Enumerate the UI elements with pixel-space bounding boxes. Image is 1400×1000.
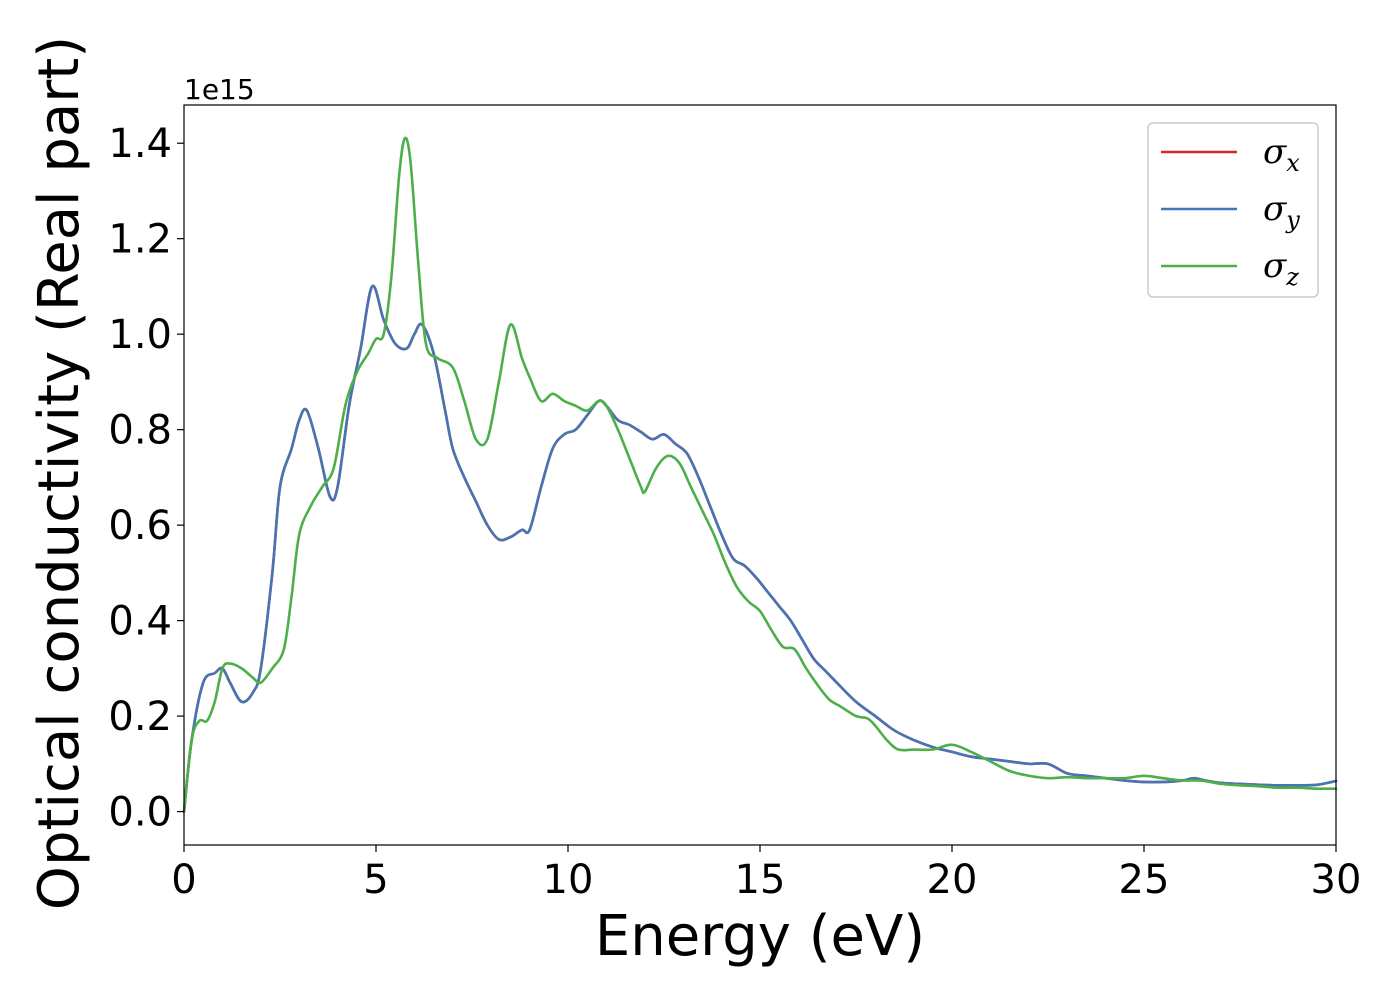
- series-line-y: [182, 284, 1338, 813]
- legend-label-x: σx: [1263, 132, 1300, 177]
- y-offset-label: 1e15: [184, 73, 255, 106]
- y-axis: 0.0 0.2 0.4 0.6 0.8 1.0 1.2 1.4: [108, 121, 184, 836]
- legend-label-z: σz: [1263, 246, 1299, 291]
- y-tick-label: 0.0: [108, 790, 172, 836]
- y-tick-label: 1.0: [108, 312, 172, 358]
- legend-symbol: σ: [1263, 189, 1287, 229]
- legend-symbol: σ: [1263, 132, 1287, 172]
- y-tick-label: 0.8: [108, 408, 172, 454]
- y-tick-label: 0.4: [108, 599, 172, 645]
- legend-subscript: z: [1285, 263, 1299, 291]
- x-tick-label: 0: [171, 857, 196, 903]
- legend-subscript: y: [1285, 206, 1300, 234]
- legend-subscript: x: [1286, 149, 1300, 177]
- y-tick-label: 1.4: [108, 121, 172, 167]
- x-axis-title: Energy (eV): [595, 904, 925, 969]
- x-tick-label: 15: [735, 857, 786, 903]
- y-tick-label: 0.6: [108, 503, 172, 549]
- legend-symbol: σ: [1263, 246, 1287, 286]
- x-tick-label: 25: [1119, 857, 1170, 903]
- y-tick-label: 0.2: [108, 694, 172, 740]
- x-tick-label: 30: [1311, 857, 1362, 903]
- x-tick-label: 10: [543, 857, 594, 903]
- plot-lines: [182, 136, 1338, 813]
- x-tick-label: 20: [927, 857, 978, 903]
- x-tick-label: 5: [363, 857, 388, 903]
- y-axis-title: Optical conductivity (Real part): [27, 36, 92, 910]
- y-tick-label: 1.2: [108, 217, 172, 263]
- legend-label-y: σy: [1263, 189, 1300, 234]
- x-axis: 0 5 10 15 20 25 30: [171, 845, 1361, 903]
- series-line-z: [182, 136, 1338, 813]
